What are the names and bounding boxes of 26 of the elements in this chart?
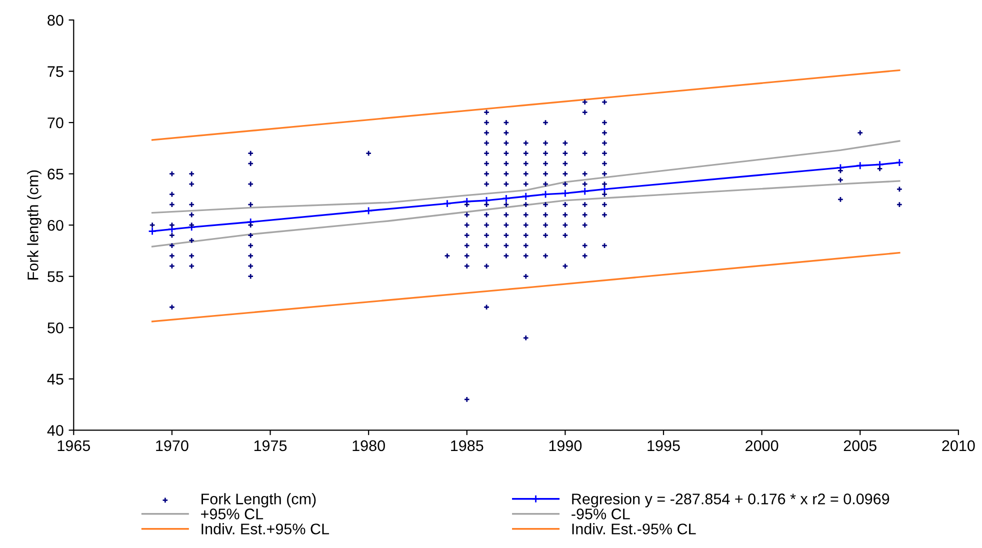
y-tick-label: 55 [48,271,64,282]
y-tick-label: 60 [48,220,64,231]
legend-label: -95% CL [572,508,630,520]
x-tick-label: 1965 [58,440,90,452]
x-tick-label: 1985 [451,440,484,452]
legend-label: +95% CL [201,508,264,520]
x-tick-label: 1990 [549,440,582,452]
x-tick-label: 2000 [746,440,778,452]
x-tick-label: 1995 [648,440,680,452]
x-tick-label: 1975 [254,440,287,452]
y-tick-label: 75 [48,66,64,77]
y-tick-label: 45 [47,374,64,385]
x-tick-label: 2005 [844,440,876,452]
x-tick-label: 1980 [352,440,385,452]
legend-label: Fork Length (cm) [202,493,316,508]
y-tick-label: 40 [47,425,64,436]
x-tick-label: 2010 [942,440,975,452]
legend-label: Regresion y = -287.854 + 0.176 * x r2 = 0.0969 [572,493,890,508]
y-tick-label: 65 [48,168,64,180]
x-tick-label: 1970 [156,440,188,452]
y-tick-label: 70 [48,117,64,128]
legend-label: Indiv. Est.-95% CL [572,523,696,534]
y-axis-title: Fork length (cm) [27,170,42,280]
legend-label: Indiv. Est.+95% CL [202,523,330,534]
y-tick-label: 50 [48,322,64,334]
y-tick-label: 80 [48,14,64,26]
